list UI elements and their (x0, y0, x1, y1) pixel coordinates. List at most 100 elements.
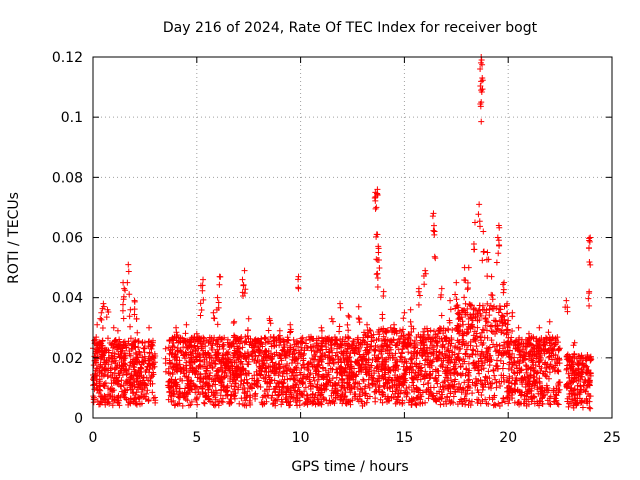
data-point (328, 315, 335, 322)
dense-band-point (351, 350, 358, 357)
dense-band-point (108, 352, 115, 359)
data-point (373, 271, 380, 278)
dense-band-point (246, 397, 253, 404)
dense-band-point (135, 338, 142, 345)
y-axis-label: ROTI / TECUs (6, 192, 22, 284)
data-point (477, 223, 484, 230)
data-point (479, 257, 486, 264)
data-point (328, 341, 335, 348)
dense-band-point (244, 380, 251, 387)
dense-band-point (575, 360, 582, 367)
data-point (146, 324, 153, 331)
dense-band-point (200, 399, 207, 406)
dense-band-point (118, 377, 125, 384)
data-point (355, 315, 362, 322)
dense-band-point (174, 401, 181, 408)
dense-band-point (186, 362, 193, 369)
dense-band-point (261, 392, 268, 399)
dense-band-point (113, 374, 120, 381)
data-point (124, 279, 131, 286)
dense-band-point (92, 367, 99, 374)
data-point (197, 312, 204, 319)
dense-band-point (398, 350, 405, 357)
dense-band-point (301, 371, 308, 378)
data-point (162, 345, 169, 352)
data-point (374, 284, 381, 291)
dense-band-point (490, 367, 497, 374)
data-point (586, 302, 593, 309)
dense-band-point (338, 359, 345, 366)
dense-band-point (333, 374, 340, 381)
data-point (587, 261, 594, 268)
dense-band-point (281, 376, 288, 383)
data-point (318, 324, 325, 331)
dense-band-point (126, 348, 133, 355)
dense-band-point (270, 370, 277, 377)
dense-band-point (105, 391, 112, 398)
dense-band-point (253, 359, 260, 366)
data-point (125, 261, 132, 268)
data-point (210, 309, 217, 316)
dense-band-point (273, 396, 280, 403)
dense-band-point (187, 378, 194, 385)
data-point (217, 273, 224, 280)
data-point (431, 253, 438, 260)
dense-band-point (315, 361, 322, 368)
dense-band-point (325, 400, 332, 407)
dense-band-point (132, 368, 139, 375)
dense-band-point (137, 364, 144, 371)
dense-band-point (166, 357, 173, 364)
dense-band-point (214, 390, 221, 397)
data-point (295, 285, 302, 292)
data-point (199, 287, 206, 294)
data-point (127, 306, 134, 313)
data-point (495, 237, 502, 244)
dense-band-point (578, 398, 585, 405)
dense-band-point (216, 398, 223, 405)
data-point (344, 321, 351, 328)
dense-band-point (269, 359, 276, 366)
data-point (587, 234, 594, 241)
dense-band-point (224, 392, 231, 399)
data-point (214, 321, 221, 328)
dense-band-point (118, 350, 125, 357)
dense-band-point (118, 388, 125, 395)
data-point (422, 267, 429, 274)
x-tick-label: 15 (395, 430, 413, 446)
dense-band-point (114, 399, 121, 406)
data-point (374, 274, 381, 281)
dense-band-point (292, 364, 299, 371)
y-tick-label: 0.04 (52, 291, 83, 307)
dense-band-point (228, 391, 235, 398)
data-point (336, 328, 343, 335)
dense-band-point (294, 360, 301, 367)
dense-band-point (246, 341, 253, 348)
dense-band-point (273, 349, 280, 356)
dense-band-point (437, 401, 444, 408)
dense-band-point (257, 371, 264, 378)
dense-band-point (260, 353, 267, 360)
dense-band-point (109, 402, 116, 409)
dense-band-point (234, 364, 241, 371)
dense-band-point (357, 341, 364, 348)
dense-band-point (481, 334, 488, 341)
data-point (120, 315, 127, 322)
dense-band-point (322, 335, 329, 342)
dense-band-point (252, 353, 259, 360)
dense-band-point (171, 402, 178, 409)
dense-band-point (116, 354, 123, 361)
data-point (471, 219, 478, 226)
dense-band-point (149, 360, 156, 367)
data-point (200, 276, 207, 283)
dense-band-point (134, 354, 141, 361)
dense-band-point (148, 342, 155, 349)
dense-band-point (185, 374, 192, 381)
data-point (470, 240, 477, 247)
dense-band-point (291, 387, 298, 394)
dense-band-point (587, 405, 594, 412)
dense-band-point (462, 372, 469, 379)
dense-band-point (118, 367, 125, 374)
data-point (375, 249, 382, 256)
dense-band-point (219, 395, 226, 402)
dense-band-point (293, 347, 300, 354)
